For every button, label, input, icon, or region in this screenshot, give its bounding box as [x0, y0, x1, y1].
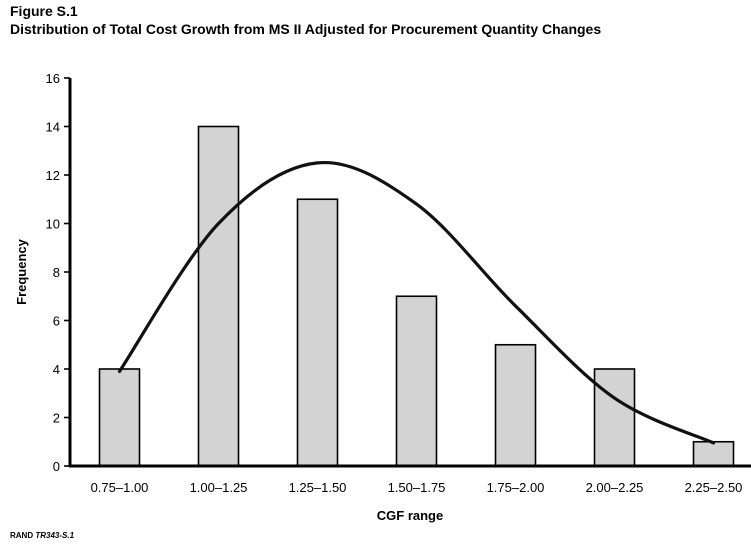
x-tick-label: 1.00–1.25 — [190, 480, 248, 495]
y-tick-label: 10 — [46, 217, 60, 232]
y-tick-label: 2 — [53, 411, 60, 426]
x-ticks-layer: 0.75–1.00 1.00–1.25 1.25–1.50 1.50–1.75 1.75… — [91, 480, 743, 495]
figure-label: Figure S.1 — [10, 3, 78, 19]
bar-2 — [296, 198, 339, 467]
bars-layer — [98, 125, 735, 467]
y-tick-label: 16 — [46, 71, 60, 86]
x-tick-label: 1.25–1.50 — [289, 480, 347, 495]
x-tick-label: 1.50–1.75 — [388, 480, 446, 495]
bar-1 — [197, 125, 240, 467]
y-ticks-layer: 0 2 4 6 8 10 12 14 16 — [46, 71, 70, 474]
x-tick-label: 2.25–2.50 — [685, 480, 743, 495]
x-axis-label: CGF range — [377, 508, 443, 523]
x-tick-label: 1.75–2.00 — [487, 480, 545, 495]
y-tick-label: 4 — [53, 362, 60, 377]
y-tick-label: 8 — [53, 265, 60, 280]
bar-6 — [692, 440, 735, 467]
bar-4 — [494, 343, 537, 467]
credit-org: RAND — [10, 531, 34, 540]
figure-title: Distribution of Total Cost Growth from M… — [10, 21, 602, 37]
curve-layer — [117, 160, 716, 445]
y-tick-label: 0 — [53, 459, 60, 474]
bar-0 — [98, 368, 141, 467]
y-axis-label: Frequency — [14, 238, 29, 305]
distribution-curve — [117, 160, 716, 445]
figure-credit: RAND TR343-S.1 — [10, 531, 74, 540]
y-tick-label: 14 — [46, 120, 60, 135]
bar-5 — [593, 368, 636, 467]
bar-3 — [395, 295, 438, 467]
x-tick-label: 0.75–1.00 — [91, 480, 149, 495]
credit-id: TR343-S.1 — [35, 531, 75, 540]
y-tick-label: 6 — [53, 314, 60, 329]
y-tick-label: 12 — [46, 168, 60, 183]
x-tick-label: 2.00–2.25 — [586, 480, 644, 495]
